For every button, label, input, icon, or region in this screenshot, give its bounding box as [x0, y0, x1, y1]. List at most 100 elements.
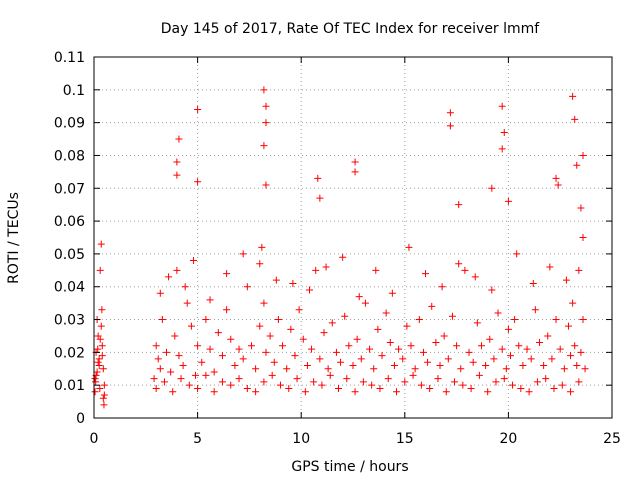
chart-title: Day 145 of 2017, Rate Of TEC Index for r…	[161, 21, 541, 37]
x-axis-label: GPS time / hours	[291, 459, 408, 475]
data-point	[500, 128, 508, 136]
data-point	[287, 325, 295, 333]
y-tick-label: 0.03	[54, 313, 85, 329]
y-tick-label: 0.05	[54, 247, 85, 263]
data-point	[210, 368, 218, 376]
data-point	[544, 332, 552, 340]
data-point	[442, 388, 450, 396]
data-point	[446, 109, 454, 117]
data-point	[316, 194, 324, 202]
data-point	[177, 375, 185, 383]
data-point	[554, 181, 562, 189]
data-point	[262, 181, 270, 189]
data-point	[194, 342, 202, 350]
data-point	[334, 384, 342, 392]
data-point	[314, 174, 322, 182]
data-point	[575, 378, 583, 386]
data-point	[395, 345, 403, 353]
data-point	[511, 316, 519, 324]
data-point	[98, 306, 106, 314]
data-point	[223, 270, 231, 278]
data-point	[154, 355, 162, 363]
data-point	[475, 371, 483, 379]
data-point	[214, 329, 222, 337]
data-point	[337, 358, 345, 366]
data-point	[210, 388, 218, 396]
data-point	[573, 161, 581, 169]
data-point	[353, 335, 361, 343]
data-point	[99, 365, 107, 373]
data-point	[368, 381, 376, 389]
data-point	[270, 358, 278, 366]
data-point	[187, 322, 195, 330]
data-point	[198, 358, 206, 366]
data-point	[558, 381, 566, 389]
data-point	[399, 355, 407, 363]
data-point	[504, 197, 512, 205]
data-point	[318, 381, 326, 389]
data-point	[247, 342, 255, 350]
data-point	[283, 365, 291, 373]
data-point	[461, 266, 469, 274]
data-point	[252, 388, 260, 396]
data-point	[434, 375, 442, 383]
data-point	[173, 171, 181, 179]
data-point	[160, 378, 168, 386]
data-point	[93, 368, 101, 376]
data-point	[97, 240, 105, 248]
axis-ticks: 0 0.01 0.02 0.03 0.04 0.05 0.06 0.07 0.08 0.09 0.1…	[54, 50, 621, 447]
data-point	[440, 332, 448, 340]
data-point	[417, 381, 425, 389]
data-point	[488, 286, 496, 294]
data-point	[579, 316, 587, 324]
data-point	[550, 384, 558, 392]
data-point	[488, 184, 496, 192]
data-point	[562, 276, 570, 284]
data-point	[361, 299, 369, 307]
data-point	[310, 378, 318, 386]
data-point	[533, 378, 541, 386]
data-point	[564, 322, 572, 330]
data-point	[393, 388, 401, 396]
data-point	[92, 378, 100, 386]
data-point	[260, 378, 268, 386]
data-point	[345, 342, 353, 350]
data-point	[509, 381, 517, 389]
data-point	[181, 283, 189, 291]
data-point	[366, 345, 374, 353]
data-point	[490, 355, 498, 363]
data-point	[378, 352, 386, 360]
data-point	[438, 283, 446, 291]
data-point	[95, 355, 103, 363]
data-point	[455, 201, 463, 209]
data-point	[324, 365, 332, 373]
data-point	[446, 122, 454, 130]
y-tick-label: 0.07	[54, 181, 85, 197]
data-point	[465, 348, 473, 356]
data-point	[156, 365, 164, 373]
data-point	[316, 355, 324, 363]
data-point	[98, 342, 106, 350]
data-point	[372, 266, 380, 274]
data-point	[320, 329, 328, 337]
data-point	[376, 384, 384, 392]
data-point	[262, 348, 270, 356]
data-point	[359, 378, 367, 386]
data-point	[571, 115, 579, 123]
data-point	[91, 375, 99, 383]
data-point	[546, 263, 554, 271]
y-tick-label: 0.09	[54, 116, 85, 132]
data-point	[194, 384, 202, 392]
data-point	[409, 371, 417, 379]
y-tick-label: 0.1	[63, 83, 85, 99]
data-point	[351, 168, 359, 176]
data-point	[351, 388, 359, 396]
data-point	[156, 289, 164, 297]
plot-frame	[93, 56, 613, 419]
data-point	[175, 352, 183, 360]
data-point	[256, 260, 264, 268]
data-point	[239, 355, 247, 363]
data-point	[419, 348, 427, 356]
data-point	[289, 279, 297, 287]
data-point	[218, 378, 226, 386]
